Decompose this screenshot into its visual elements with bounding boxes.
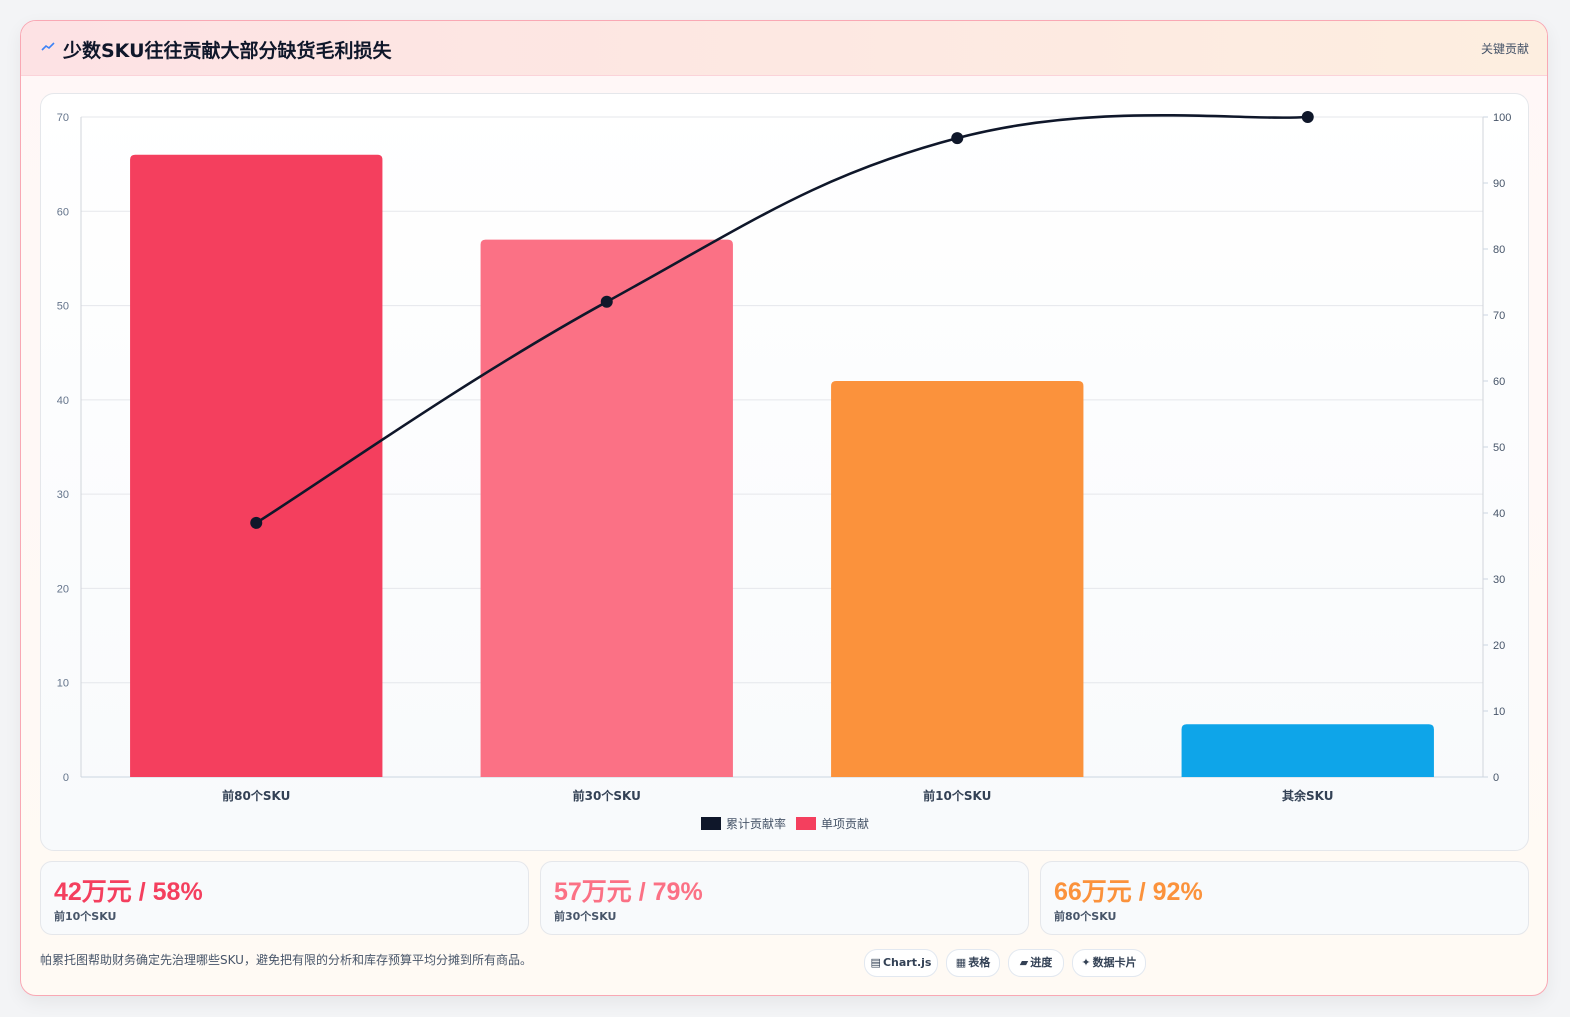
chip-label: 进度 — [1030, 956, 1053, 969]
stat-label: 前30个SKU — [554, 910, 617, 923]
cumulative-line — [255, 113, 1308, 524]
pareto-chart-panel: 0 10 20 30 40 50 60 70 0 10 20 30 40 50 60 70 80 90 100 前80… — [40, 93, 1529, 851]
chart-card: 少数SKU往往贡献大部分缺货毛利损失 关键贡献 0 10 20 30 40 50 60 70 0… — [20, 20, 1548, 996]
chip-progress[interactable]: ▰ 进度 — [1008, 949, 1064, 977]
key-contribution-badge: 关键贡献 — [1480, 42, 1529, 56]
y-right-tick-label: 90 — [1493, 178, 1505, 190]
line-point — [951, 132, 964, 145]
y-right-tick-label: 70 — [1493, 310, 1505, 322]
bar — [1181, 724, 1434, 777]
y-right-tick-label: 20 — [1493, 640, 1505, 652]
y-left-tick-label: 20 — [57, 583, 69, 595]
y-right-tick-label: 100 — [1493, 112, 1511, 124]
x-tick-label: 前80个SKU — [222, 788, 290, 803]
chip-label: 数据卡片 — [1092, 956, 1137, 969]
y-left-tick-label: 60 — [57, 206, 69, 218]
y-left-tick-label: 10 — [57, 678, 69, 690]
y-left-tick-label: 70 — [57, 112, 69, 124]
chip-table[interactable]: ▦ 表格 — [946, 949, 1000, 977]
stat-value: 42万元 / 58% — [54, 878, 203, 906]
stat-value: 66万元 / 92% — [1054, 878, 1203, 906]
page-title: 少数SKU往往贡献大部分缺货毛利损失 — [63, 40, 392, 62]
bar — [831, 381, 1084, 777]
progress-icon: ▰ — [1019, 956, 1029, 969]
legend-label: 单项贡献 — [821, 816, 869, 831]
chip-data-card[interactable]: ✦ 数据卡片 — [1072, 949, 1146, 977]
y-left-tick-label: 50 — [57, 301, 69, 313]
line-point — [1301, 111, 1314, 123]
footnote: 帕累托图帮助财务确定先治理哪些SKU，避免把有限的分析和库存预算平均分摊到所有商… — [40, 953, 532, 967]
table-icon: ▦ — [955, 956, 967, 969]
y-right-tick-label: 0 — [1493, 772, 1499, 784]
stat-value: 57万元 / 79% — [554, 878, 703, 906]
sparkle-icon: ✦ — [1081, 956, 1091, 969]
x-tick-label: 前30个SKU — [573, 788, 641, 803]
x-tick-label: 前10个SKU — [923, 788, 991, 803]
chart-icon: ▤ — [870, 956, 881, 969]
chip-label: Chart.js — [882, 956, 932, 969]
sparkline-icon — [41, 42, 55, 51]
stat-label: 前80个SKU — [1054, 910, 1117, 923]
pareto-chart: 0 10 20 30 40 50 60 70 0 10 20 30 40 50 60 70 80 90 100 前80… — [57, 111, 1511, 831]
x-tick-label: 其余SKU — [1282, 788, 1333, 803]
stat-card-top10: 42万元 / 58% 前10个SKU — [40, 861, 529, 935]
bar — [480, 239, 733, 778]
card-header: 少数SKU往往贡献大部分缺货毛利损失 关键贡献 — [21, 21, 1547, 76]
y-left-tick-label: 0 — [63, 772, 69, 784]
y-right-tick-label: 50 — [1493, 442, 1505, 454]
legend-swatch — [796, 817, 816, 830]
bar — [130, 154, 383, 777]
line-point — [600, 295, 613, 308]
y-right-tick-label: 60 — [1493, 376, 1505, 388]
y-right-tick-label: 80 — [1493, 244, 1505, 256]
legend-swatch — [701, 817, 721, 830]
y-left-tick-label: 30 — [57, 489, 69, 501]
y-right-tick-label: 10 — [1493, 706, 1505, 718]
y-right-tick-label: 30 — [1493, 574, 1505, 586]
line-point — [250, 516, 263, 529]
stat-label: 前10个SKU — [54, 910, 117, 923]
chip-chartjs[interactable]: ▤ Chart.js — [864, 949, 938, 977]
y-right-tick-label: 40 — [1493, 508, 1505, 520]
y-left-tick-label: 40 — [57, 395, 69, 407]
legend-label: 累计贡献率 — [726, 816, 786, 831]
stat-card-top30: 57万元 / 79% 前30个SKU — [540, 861, 1029, 935]
stat-card-top80: 66万元 / 92% 前80个SKU — [1040, 861, 1529, 935]
chip-label: 表格 — [968, 956, 991, 969]
